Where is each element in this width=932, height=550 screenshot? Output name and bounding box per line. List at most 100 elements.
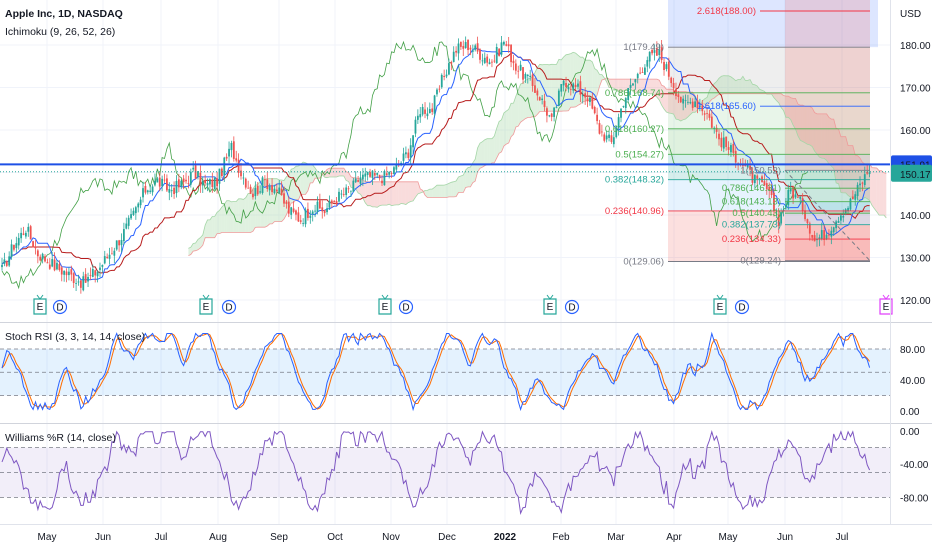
- candle[interactable]: [421, 103, 424, 117]
- candle[interactable]: [856, 182, 859, 201]
- candle[interactable]: [376, 172, 379, 179]
- candle[interactable]: [354, 171, 357, 184]
- candle[interactable]: [41, 252, 44, 264]
- candle[interactable]: [22, 226, 25, 236]
- candle[interactable]: [189, 168, 192, 188]
- candle[interactable]: [318, 193, 321, 210]
- candle[interactable]: [223, 156, 226, 182]
- candle[interactable]: [830, 226, 833, 245]
- candle[interactable]: [39, 254, 42, 262]
- candle[interactable]: [474, 43, 477, 52]
- candle[interactable]: [79, 280, 82, 294]
- candle[interactable]: [646, 56, 649, 73]
- candle[interactable]: [364, 167, 367, 182]
- candle[interactable]: [639, 67, 642, 75]
- candle[interactable]: [204, 174, 207, 187]
- fibonacci-levels[interactable]: 1(179.49) 0.786(168.74) 0.618(160.27) 0.5(1…: [605, 6, 871, 267]
- candle[interactable]: [433, 94, 436, 118]
- candle[interactable]: [108, 247, 111, 265]
- candle[interactable]: [624, 97, 627, 114]
- candle[interactable]: [696, 94, 699, 114]
- dividend-marker[interactable]: D: [564, 299, 580, 315]
- candle[interactable]: [655, 41, 658, 56]
- candle[interactable]: [412, 134, 414, 155]
- candle[interactable]: [91, 264, 94, 278]
- candle[interactable]: [500, 35, 503, 57]
- candle[interactable]: [689, 97, 692, 105]
- candle[interactable]: [632, 82, 634, 86]
- candle[interactable]: [560, 83, 563, 97]
- candle[interactable]: [1, 257, 3, 271]
- candle[interactable]: [94, 269, 97, 283]
- candle[interactable]: [314, 204, 316, 218]
- candle[interactable]: [828, 229, 830, 240]
- candle[interactable]: [3, 252, 6, 267]
- candle[interactable]: [350, 190, 352, 198]
- candle[interactable]: [101, 264, 104, 273]
- candle[interactable]: [727, 141, 730, 156]
- candle[interactable]: [529, 69, 532, 81]
- candle[interactable]: [32, 240, 34, 248]
- time-axis[interactable]: May Jun Jul Aug Sep Oct Nov Dec 2022 Feb Mar Apr May…: [0, 524, 932, 544]
- candle[interactable]: [720, 132, 723, 152]
- dividend-marker[interactable]: D: [221, 299, 237, 315]
- candle[interactable]: [359, 171, 362, 187]
- candle[interactable]: [75, 278, 77, 292]
- candle[interactable]: [698, 98, 701, 112]
- candle[interactable]: [244, 177, 247, 190]
- candle[interactable]: [708, 109, 711, 121]
- candle[interactable]: [48, 258, 51, 270]
- candle[interactable]: [96, 270, 99, 283]
- candle[interactable]: [548, 114, 551, 118]
- candle[interactable]: [161, 175, 164, 192]
- candle[interactable]: [34, 240, 37, 255]
- candle[interactable]: [851, 190, 854, 200]
- candle[interactable]: [292, 201, 295, 214]
- candle[interactable]: [670, 76, 673, 88]
- candle[interactable]: [572, 82, 575, 94]
- candle[interactable]: [777, 207, 780, 234]
- candle[interactable]: [323, 209, 326, 217]
- candle[interactable]: [550, 112, 553, 122]
- candle[interactable]: [491, 59, 493, 68]
- dividend-marker[interactable]: D: [398, 299, 414, 315]
- candle[interactable]: [20, 227, 23, 243]
- candle[interactable]: [424, 102, 426, 119]
- candle[interactable]: [725, 136, 728, 151]
- candle[interactable]: [617, 113, 620, 136]
- candle[interactable]: [285, 200, 288, 209]
- candle[interactable]: [127, 215, 130, 230]
- candle[interactable]: [266, 172, 269, 192]
- candle[interactable]: [742, 158, 744, 173]
- candle[interactable]: [785, 198, 787, 210]
- candle[interactable]: [36, 249, 39, 264]
- candle[interactable]: [818, 234, 821, 247]
- candle[interactable]: [849, 197, 852, 211]
- candle[interactable]: [230, 140, 233, 158]
- candle[interactable]: [687, 94, 689, 105]
- candle[interactable]: [596, 107, 599, 125]
- candle[interactable]: [249, 184, 252, 194]
- candle[interactable]: [307, 202, 309, 221]
- candle[interactable]: [493, 54, 496, 63]
- candle[interactable]: [149, 185, 152, 194]
- candle[interactable]: [820, 222, 823, 241]
- candle[interactable]: [691, 98, 694, 111]
- candle[interactable]: [170, 184, 173, 198]
- candle[interactable]: [366, 171, 369, 181]
- candle[interactable]: [393, 166, 395, 175]
- candle[interactable]: [177, 173, 180, 193]
- candle[interactable]: [321, 200, 324, 219]
- candle[interactable]: [84, 268, 87, 283]
- candle[interactable]: [113, 247, 116, 264]
- candle[interactable]: [627, 87, 630, 103]
- candle[interactable]: [636, 72, 639, 84]
- candle[interactable]: [629, 78, 632, 95]
- candle[interactable]: [488, 58, 491, 65]
- candle[interactable]: [462, 40, 465, 56]
- candle[interactable]: [823, 224, 826, 246]
- candle[interactable]: [443, 69, 446, 81]
- candle[interactable]: [701, 100, 704, 116]
- candle[interactable]: [634, 78, 637, 90]
